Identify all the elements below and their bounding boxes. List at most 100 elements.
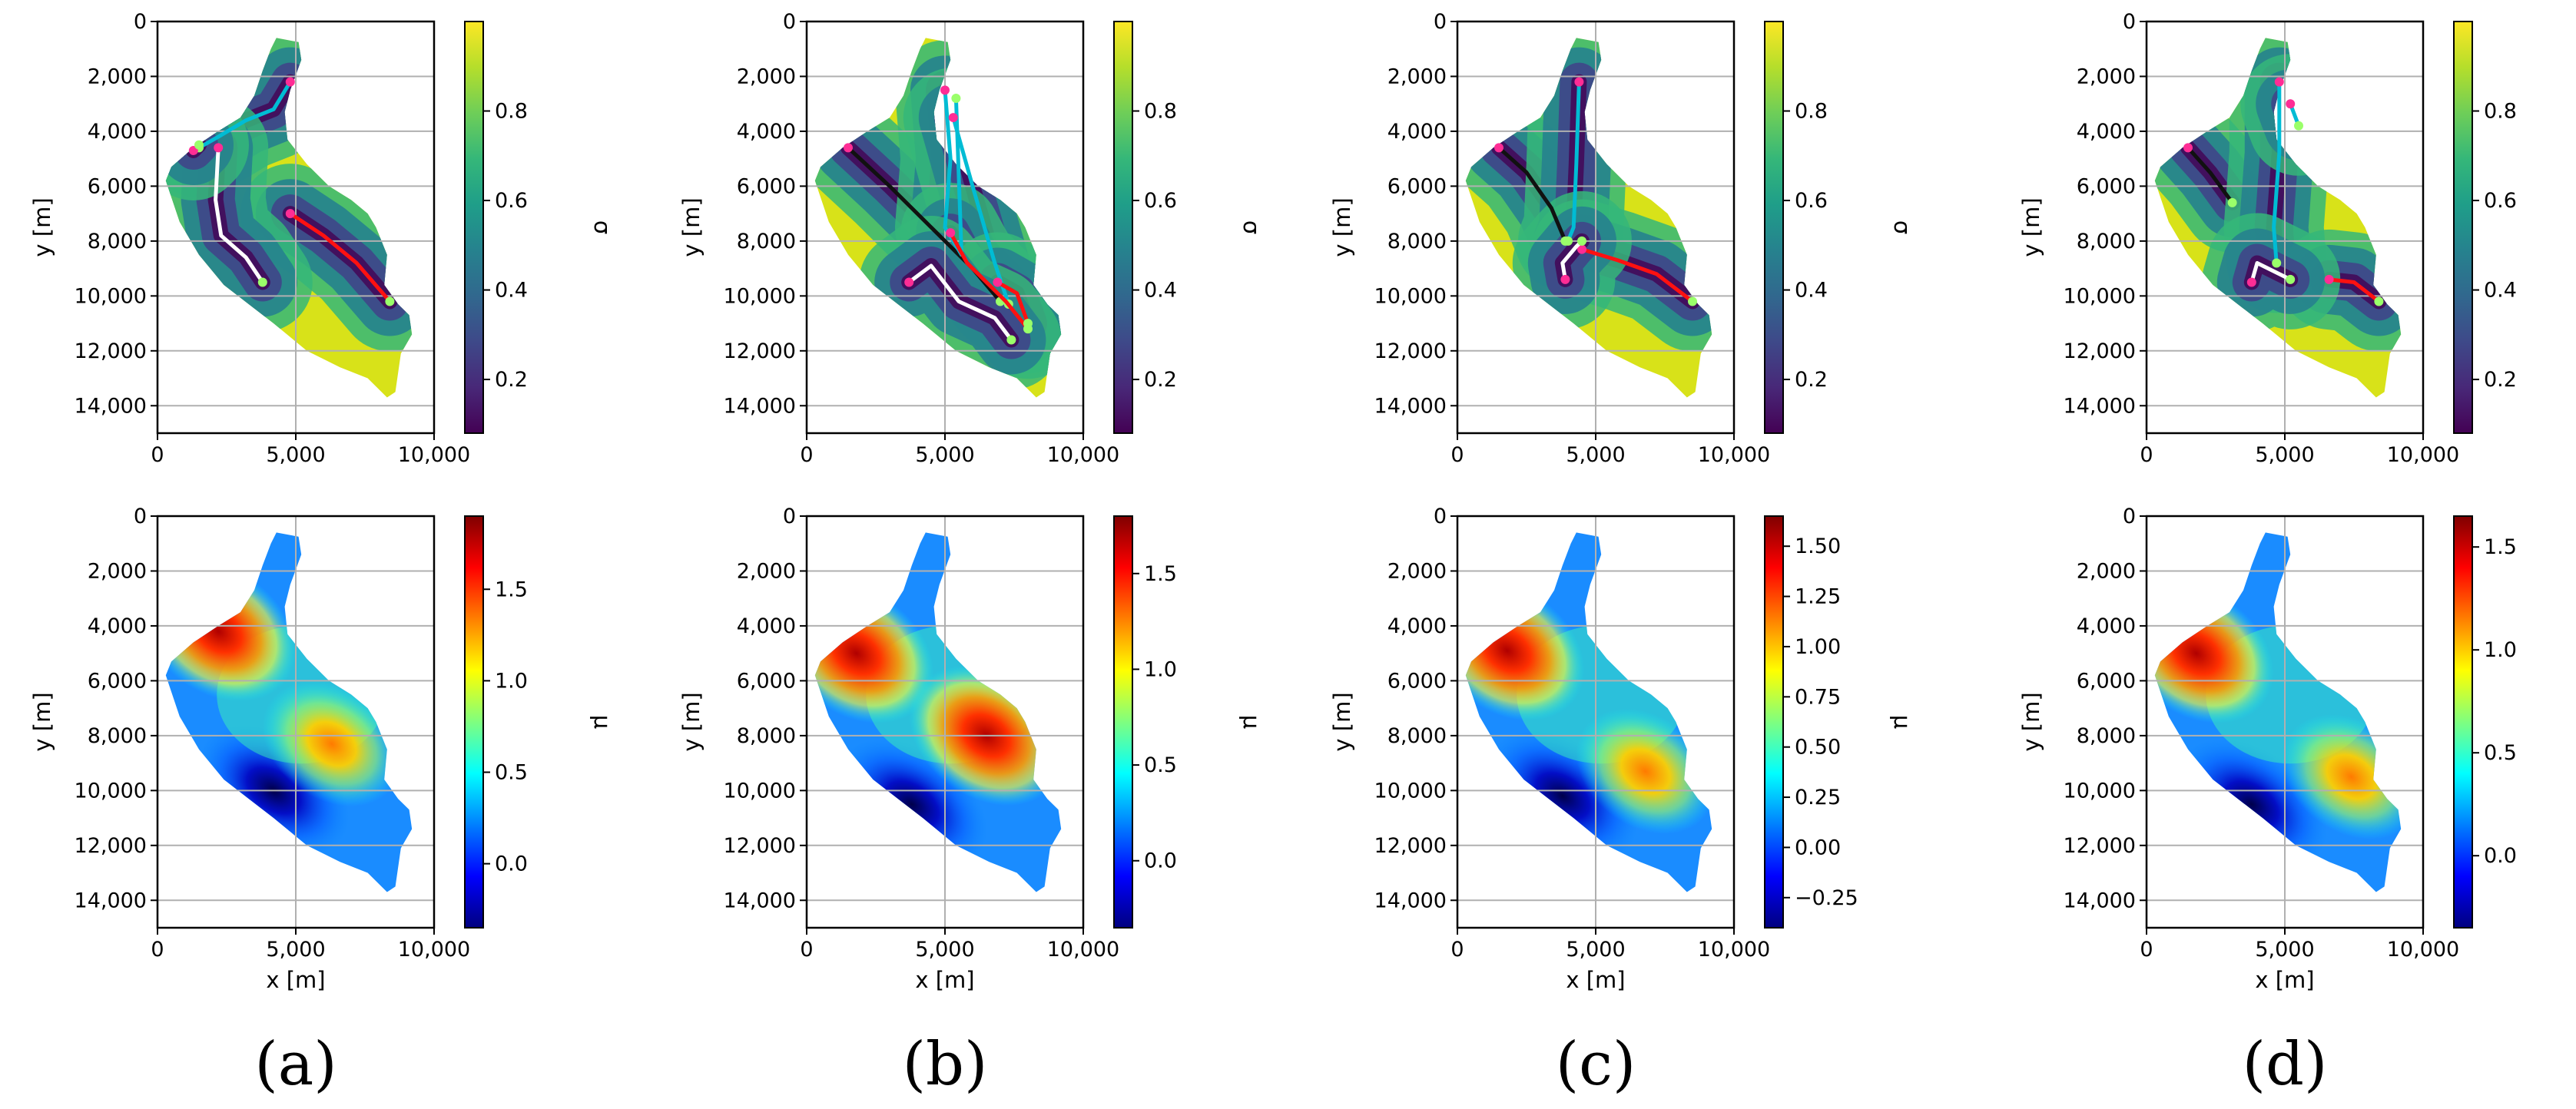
y-tick-label: 0 <box>2123 505 2136 528</box>
colorbar-tick-label: 0.4 <box>2484 279 2517 303</box>
y-tick-label: 4,000 <box>2077 614 2136 638</box>
x-tick-label: 0 <box>1450 938 1464 962</box>
colorbar-gradient <box>1764 515 1784 929</box>
vehicle-path <box>1580 247 1695 303</box>
path-start-marker <box>1574 77 1584 87</box>
x-tick-label: 10,000 <box>1047 938 1119 962</box>
colorbar-tick-label: 1.0 <box>495 669 528 693</box>
x-axis-label: x [m] <box>266 967 325 993</box>
y-tick-label: 8,000 <box>1387 230 1447 253</box>
vehicle-path <box>943 88 964 257</box>
y-tick-label: 6,000 <box>88 669 147 693</box>
y-axis-label: y [m] <box>1329 197 1355 257</box>
colorbar-gradient <box>1113 21 1133 434</box>
colorbar-tick-label: 0.4 <box>1144 279 1177 303</box>
x-tick-label: 10,000 <box>2387 443 2459 467</box>
colorbar-tick-label: 0.4 <box>1795 279 1828 303</box>
panel-3-sigma-axes: 0 5,000 10,000 0 2,000 4,000 6,000 8,000 10,000 1… <box>1329 10 1915 467</box>
y-tick-label: 2,000 <box>737 65 796 88</box>
y-tick-label: 8,000 <box>88 230 147 253</box>
y-tick-label: 2,000 <box>1387 65 1447 88</box>
colorbar-tick-label: 0.00 <box>1795 836 1841 859</box>
y-tick-label: 2,000 <box>88 65 147 88</box>
x-tick-label: 5,000 <box>266 938 325 962</box>
y-tick-label: 10,000 <box>75 779 147 803</box>
colorbar-tick-label: 1.50 <box>1795 535 1841 558</box>
y-tick-label: 0 <box>1434 10 1447 34</box>
x-tick-label: 10,000 <box>1698 443 1770 467</box>
path-start-marker <box>2246 277 2256 287</box>
y-tick-label: 0 <box>1434 505 1447 528</box>
colorbar-gradient <box>1764 21 1784 434</box>
y-tick-label: 8,000 <box>2077 724 2136 748</box>
path-start-marker <box>844 143 853 153</box>
colorbar-tick-label: 0.2 <box>2484 368 2517 392</box>
path-end-marker <box>257 277 267 287</box>
y-tick-label: 4,000 <box>2077 120 2136 144</box>
path-end-marker <box>1006 335 1016 345</box>
colorbar-gradient <box>464 515 484 929</box>
y-tick-label: 14,000 <box>75 394 147 418</box>
y-axis-label: y [m] <box>29 692 55 751</box>
y-tick-label: 4,000 <box>737 614 796 638</box>
path-start-marker <box>1494 143 1503 153</box>
colorbar-tick-label: 1.5 <box>2484 535 2517 559</box>
y-tick-label: 6,000 <box>1387 174 1447 198</box>
y-tick-label: 14,000 <box>1374 889 1447 912</box>
colorbar-tick-label: 0.50 <box>1795 736 1841 760</box>
x-tick-label: 10,000 <box>2387 938 2459 962</box>
colorbar-tick-label: 0.6 <box>1144 189 1177 213</box>
colorbar-tick-label: 0.8 <box>2484 100 2517 124</box>
path-start-marker <box>2274 77 2284 87</box>
x-tick-label: 5,000 <box>2255 443 2314 467</box>
vehicle-path <box>995 280 1030 326</box>
vehicle-path <box>2186 145 2235 205</box>
colorbar-gradient <box>2453 21 2473 434</box>
panel-label: (a) <box>254 1030 337 1099</box>
path-end-marker <box>2272 258 2282 268</box>
path-end-marker <box>1688 296 1697 306</box>
y-tick-label: 14,000 <box>2064 394 2136 418</box>
y-tick-label: 8,000 <box>737 230 796 253</box>
mu-field <box>1465 532 1712 892</box>
x-tick-label: 10,000 <box>1047 443 1119 467</box>
y-axis-label: y [m] <box>1329 692 1355 751</box>
y-tick-label: 2,000 <box>2077 65 2136 88</box>
path-end-marker <box>1023 319 1033 329</box>
y-tick-label: 8,000 <box>737 724 796 748</box>
colorbar-tick-label: 0.8 <box>495 100 528 124</box>
y-tick-label: 12,000 <box>75 834 147 858</box>
y-tick-label: 0 <box>2123 10 2136 34</box>
y-tick-label: 4,000 <box>88 614 147 638</box>
y-tick-label: 6,000 <box>88 174 147 198</box>
y-tick-label: 8,000 <box>88 724 147 748</box>
y-tick-label: 10,000 <box>2064 284 2136 308</box>
y-tick-label: 2,000 <box>737 559 796 583</box>
y-axis-label: y [m] <box>29 197 55 257</box>
x-tick-label: 5,000 <box>2255 938 2314 962</box>
colorbar-gradient <box>1113 515 1133 929</box>
path-end-marker <box>2286 274 2296 284</box>
path-start-marker <box>993 277 1003 287</box>
path-end-marker <box>194 140 204 150</box>
y-tick-label: 10,000 <box>724 284 796 308</box>
y-tick-label: 14,000 <box>1374 394 1447 418</box>
x-tick-label: 0 <box>1450 443 1464 467</box>
mu-field <box>165 532 413 892</box>
x-tick-label: 5,000 <box>1566 938 1625 962</box>
y-tick-label: 12,000 <box>1374 339 1447 363</box>
y-tick-label: 12,000 <box>2064 339 2136 363</box>
colorbar-tick-label: 0.4 <box>495 279 528 303</box>
panel-4-mu-axes: 0 5,000 10,000 0 2,000 4,000 6,000 8,000 10,000 1… <box>2018 505 2517 993</box>
colorbar-tick-label: 0.2 <box>1144 368 1177 392</box>
x-tick-label: 0 <box>800 443 813 467</box>
colorbar-tick-label: 1.25 <box>1795 585 1841 609</box>
x-axis-label: x [m] <box>1566 967 1625 993</box>
y-axis-label: y [m] <box>678 197 705 257</box>
vehicle-path <box>1566 80 1581 243</box>
path-start-marker <box>948 113 958 123</box>
path-start-marker <box>946 228 956 238</box>
vehicle-path <box>907 263 1013 343</box>
x-axis-label: x [m] <box>2255 967 2314 993</box>
